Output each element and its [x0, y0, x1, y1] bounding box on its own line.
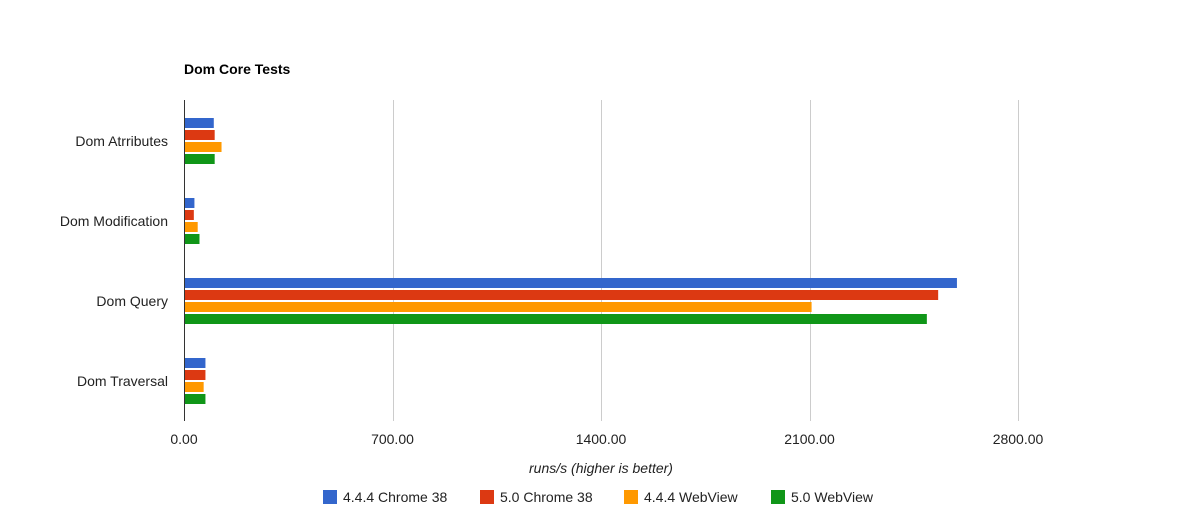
x-tick-label: 700.00	[371, 431, 414, 447]
bar-3-2	[184, 222, 198, 232]
category-label: Dom Query	[96, 293, 168, 309]
bar-1-2	[184, 198, 195, 208]
bar-1-4	[184, 358, 206, 368]
bar-2-1	[184, 130, 215, 140]
category-label: Dom Traversal	[77, 373, 168, 389]
bar-1-3	[184, 278, 957, 288]
bar-2-3	[184, 290, 939, 300]
bar-4-2	[184, 234, 200, 244]
bar-1-1	[184, 118, 214, 128]
legend-label-2: 5.0 Chrome 38	[500, 489, 593, 505]
chart-title: Dom Core Tests	[184, 61, 291, 77]
x-tick-label: 2800.00	[993, 431, 1044, 447]
legend-swatch-4	[771, 490, 785, 504]
bar-4-3	[184, 314, 927, 324]
bar-4-1	[184, 154, 215, 164]
bar-2-2	[184, 210, 194, 220]
category-label: Dom Modification	[60, 213, 168, 229]
x-tick-label: 2100.00	[784, 431, 835, 447]
legend-swatch-1	[323, 490, 337, 504]
x-tick-label: 1400.00	[576, 431, 627, 447]
bar-4-4	[184, 394, 206, 404]
bar-2-4	[184, 370, 206, 380]
bar-3-1	[184, 142, 222, 152]
bar-3-3	[184, 302, 812, 312]
legend-swatch-3	[624, 490, 638, 504]
category-label: Dom Atrributes	[75, 133, 168, 149]
x-axis-title: runs/s (higher is better)	[529, 460, 673, 476]
bar-3-4	[184, 382, 204, 392]
x-tick-label: 0.00	[170, 431, 197, 447]
legend-label-4: 5.0 WebView	[791, 489, 874, 505]
legend-label-1: 4.4.4 Chrome 38	[343, 489, 447, 505]
legend-swatch-2	[480, 490, 494, 504]
legend-label-3: 4.4.4 WebView	[644, 489, 739, 505]
